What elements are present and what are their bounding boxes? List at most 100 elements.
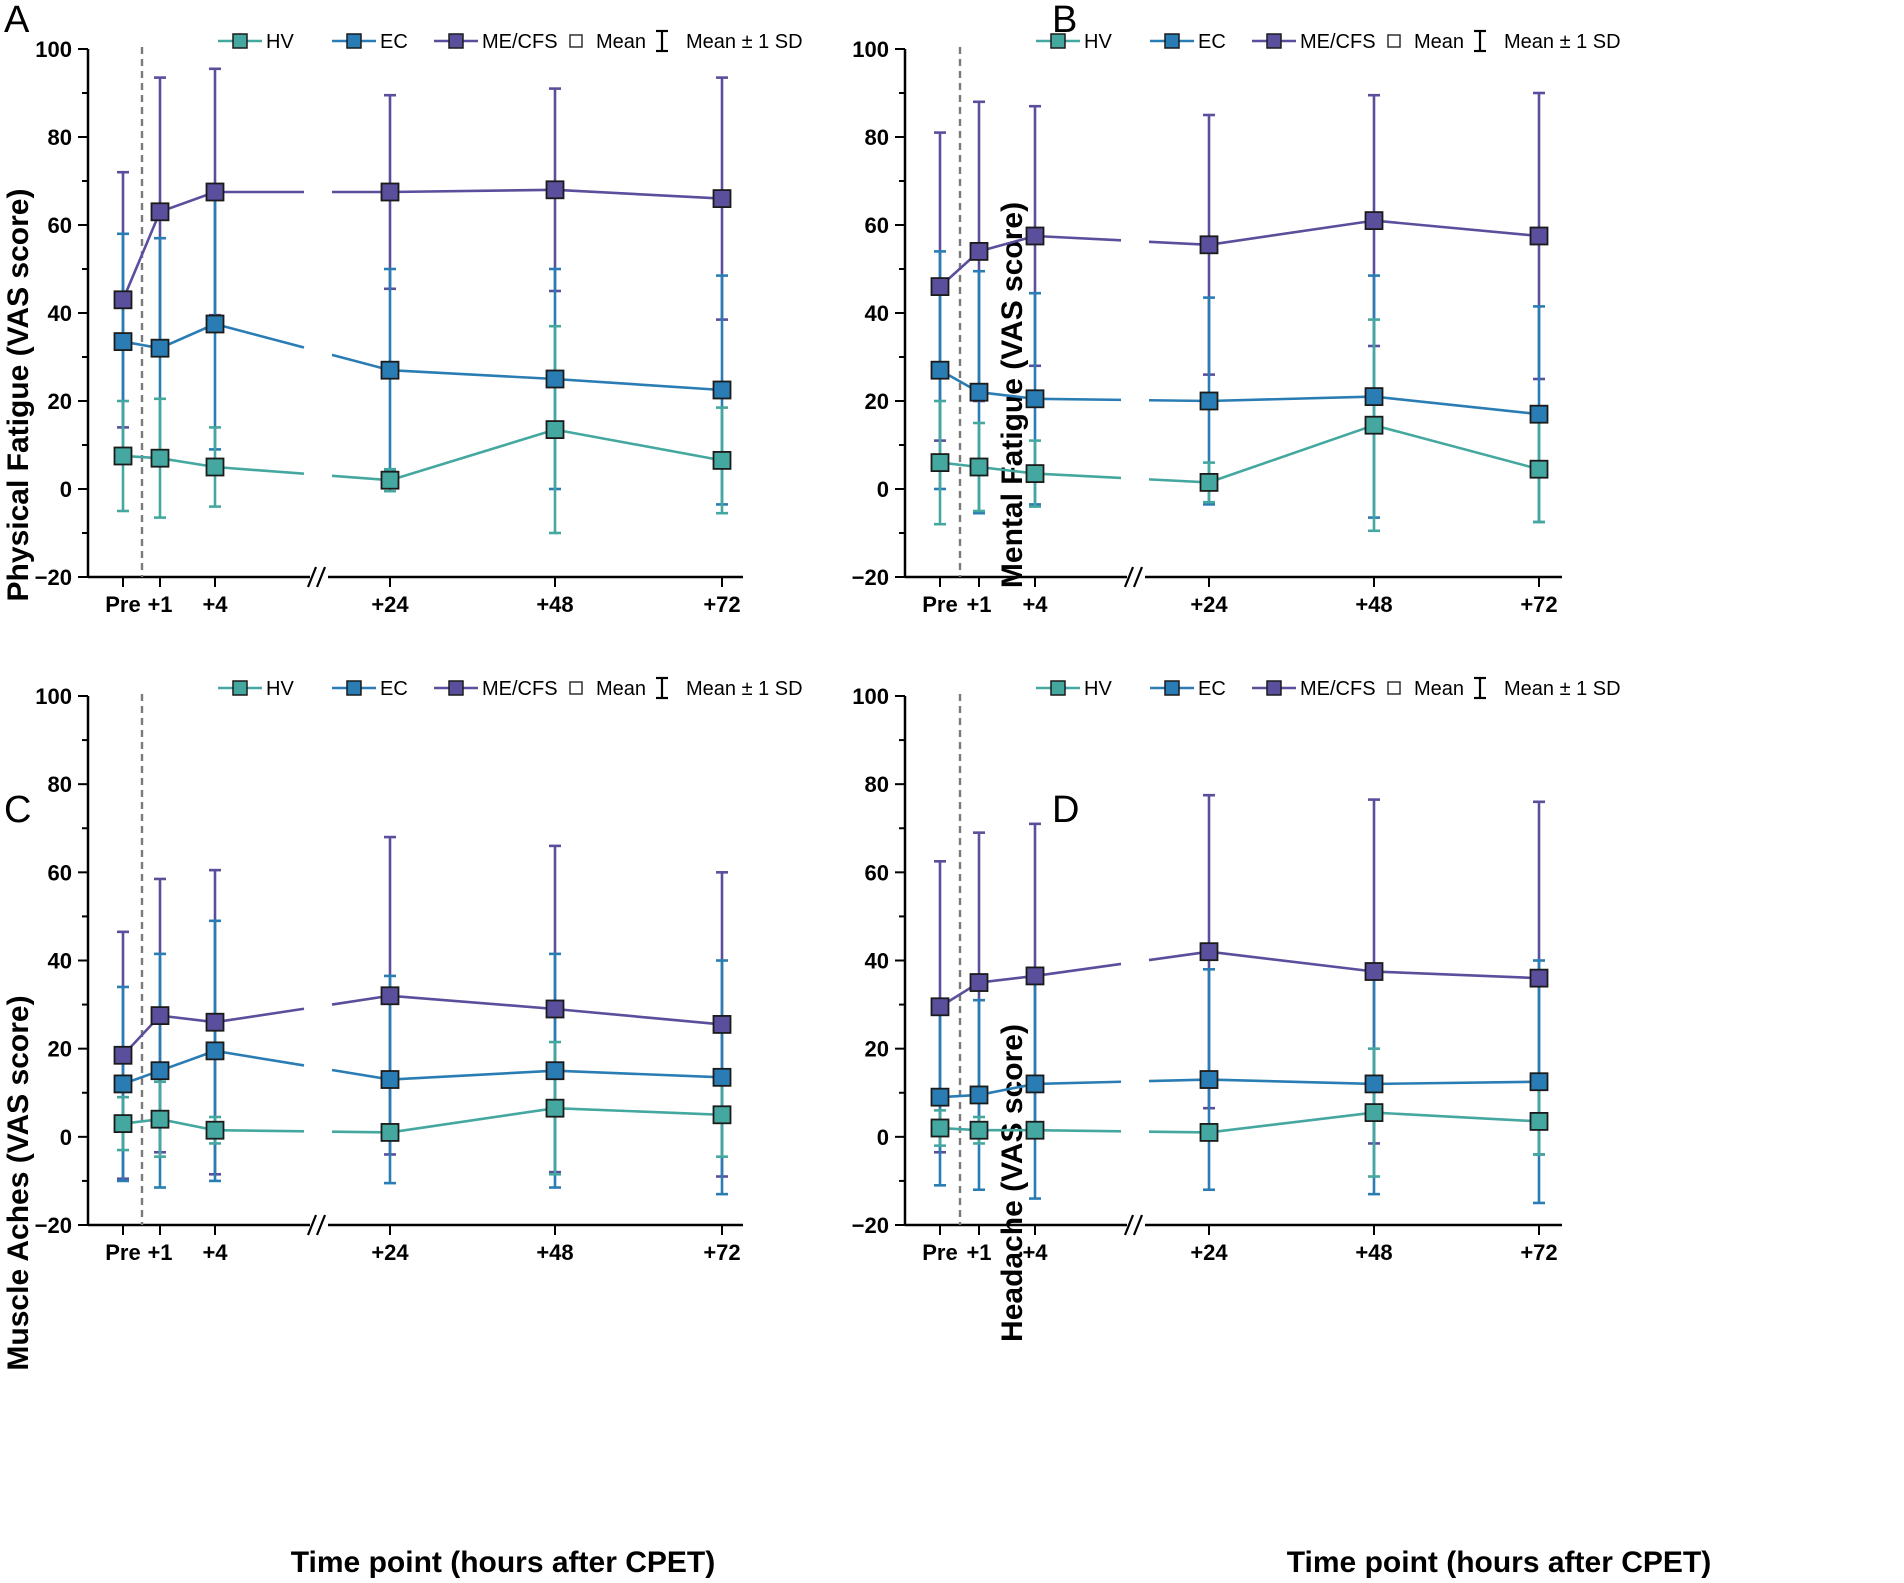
y-tick-label: 80 (48, 125, 72, 150)
data-point-ec (545, 1061, 565, 1081)
axis-break-mark (1123, 566, 1135, 588)
legend-label-hv: HV (1084, 31, 1112, 53)
data-point-ec (1529, 404, 1549, 424)
y-tick-label: 60 (865, 213, 889, 238)
data-point-ec (712, 1067, 732, 1087)
legend-marker-ec (346, 680, 362, 696)
legend-label-sd: Mean ± 1 SD (1504, 678, 1621, 700)
legend-label-mecfs: ME/CFS (1300, 31, 1376, 53)
legend-marker-ec (1164, 33, 1180, 49)
legend-marker-mean (569, 681, 583, 695)
data-point-hv (1364, 415, 1384, 435)
y-tick-label: −20 (35, 1213, 72, 1238)
data-point-hv (1025, 464, 1045, 484)
data-point-hv (1199, 472, 1219, 492)
data-point-hv (1529, 1112, 1549, 1131)
data-point-hv (113, 446, 133, 466)
y-tick-label: 20 (48, 389, 72, 414)
legend-label-mean: Mean (1414, 678, 1464, 700)
legend-label-mean: Mean (596, 31, 646, 53)
data-point-hv (969, 457, 989, 477)
legend-label-ec: EC (380, 678, 408, 700)
series-line (1148, 478, 1210, 484)
data-point-mecfs (545, 999, 565, 1019)
data-point-ec (969, 382, 989, 402)
series-line (1208, 1078, 1375, 1086)
x-tick-label: +4 (202, 1240, 228, 1265)
legend-label-mean: Mean (596, 678, 646, 700)
legend-label-mean: Mean (1414, 31, 1464, 53)
y-tick-label: 40 (48, 949, 72, 974)
series-line (1148, 1078, 1210, 1083)
series-line (1208, 1111, 1375, 1134)
legend: HV EC ME/CFS Mean Mean ± 1 SD (218, 676, 803, 700)
legend-label-mecfs: ME/CFS (482, 678, 558, 700)
data-point-hv (930, 1118, 950, 1138)
legend-label-hv: HV (1084, 678, 1112, 700)
legend-label-ec: EC (1198, 31, 1226, 53)
series-line (1034, 1128, 1122, 1133)
data-point-ec (150, 1061, 170, 1081)
series-line (1373, 219, 1540, 238)
data-point-ec (930, 1087, 950, 1107)
legend-marker-ec (346, 33, 362, 49)
y-tick-label: 40 (865, 301, 889, 326)
series-line (1373, 395, 1540, 416)
y-axis-label: Headache (VAS score) (996, 1024, 1029, 1342)
axis-break-mark (1123, 1214, 1135, 1236)
legend-label-sd: Mean ± 1 SD (686, 31, 803, 53)
data-point-mecfs (1364, 211, 1384, 231)
x-tick-label: +48 (1355, 1240, 1392, 1265)
data-point-ec (1025, 1074, 1045, 1094)
series-line (554, 1069, 723, 1079)
x-axis-label: Time point (hours after CPET) (291, 1546, 715, 1579)
data-point-hv (205, 457, 225, 477)
x-tick-label: +72 (1520, 592, 1557, 617)
panel-letter: A (4, 0, 30, 41)
x-axis-label: Time point (hours after CPET) (1287, 1546, 1711, 1579)
y-tick-label: 0 (60, 477, 72, 502)
data-point-mecfs (1529, 968, 1549, 988)
data-point-mecfs (969, 973, 989, 992)
panel-letter: C (4, 789, 31, 831)
x-tick-label: +1 (966, 1240, 991, 1265)
data-point-mecfs (1199, 942, 1219, 962)
data-point-hv (150, 1109, 170, 1129)
legend: HV EC ME/CFS Mean Mean ± 1 SD (218, 29, 803, 53)
data-point-hv (712, 450, 732, 470)
y-tick-label: 40 (865, 949, 889, 974)
x-tick-label: +72 (703, 592, 740, 617)
legend-label-mecfs: ME/CFS (1300, 678, 1376, 700)
legend: HV EC ME/CFS Mean Mean ± 1 SD (1036, 29, 1621, 53)
legend-marker-mecfs (1266, 680, 1282, 696)
x-tick-label: +1 (966, 592, 991, 617)
series-line (1373, 1080, 1540, 1086)
y-tick-label: 60 (48, 213, 72, 238)
y-tick-label: 100 (852, 37, 889, 62)
data-point-hv (712, 1105, 732, 1125)
series-line (1373, 970, 1540, 980)
y-tick-label: 40 (48, 301, 72, 326)
y-tick-label: −20 (35, 565, 72, 590)
x-tick-label: +4 (202, 592, 228, 617)
legend-marker-mecfs (1266, 33, 1282, 49)
series-line (554, 188, 723, 200)
y-tick-label: 20 (48, 1037, 72, 1062)
data-point-ec (113, 1074, 133, 1094)
axis-break-mark (306, 1214, 318, 1236)
legend-marker-mean (1387, 681, 1401, 695)
legend-label-hv: HV (266, 678, 294, 700)
data-point-ec (205, 314, 225, 334)
series-line (1034, 397, 1122, 402)
legend: HV EC ME/CFS Mean Mean ± 1 SD (1036, 676, 1621, 700)
data-point-ec (1199, 1070, 1219, 1089)
y-tick-label: 0 (60, 1125, 72, 1150)
series-line (554, 377, 723, 392)
data-point-mecfs (712, 189, 732, 209)
panel-b: B Mental Fatigue (VAS score) 10080604020… (852, 0, 1621, 617)
series-line (554, 1007, 723, 1026)
data-point-ec (1199, 391, 1219, 411)
data-point-ec (969, 1085, 989, 1105)
data-point-hv (113, 1114, 133, 1134)
